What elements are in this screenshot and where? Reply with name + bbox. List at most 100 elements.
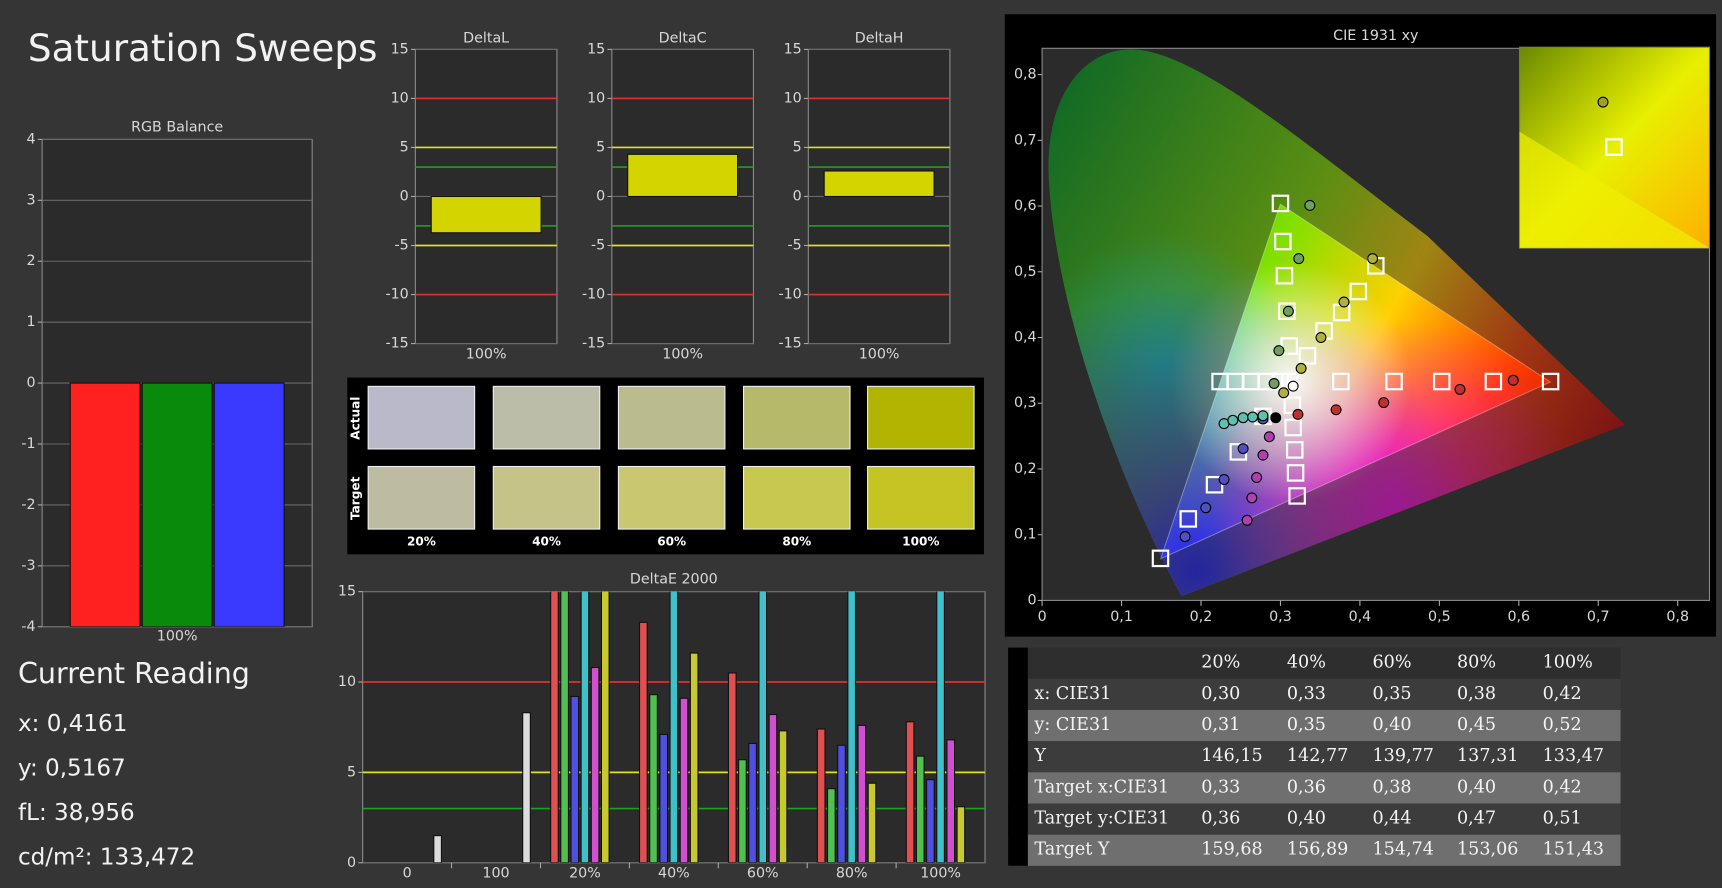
bar [768,713,778,863]
bar [857,724,867,863]
y-tick-label: 15 [587,41,605,57]
measured-marker [1315,332,1327,343]
measured-marker [1237,412,1249,424]
bar [816,728,826,863]
x-tick-label: 100% [662,347,703,363]
chart-title: CIE 1931 xy [1333,28,1419,44]
over-layer: x: 0,4161 y: 0,5167 fL: 38,956 cd/m²: 133,4… [18,28,1689,882]
x-tick-label: 20% [569,866,601,882]
y-tick-label: 4 [26,131,35,147]
swatch-row-label: Target [349,476,363,520]
measured-marker [1257,410,1269,422]
x-tick-label: 100 [482,866,509,882]
bar [570,695,580,863]
y-tick-label: 0,5 [1014,264,1037,280]
bar [659,733,669,863]
y-tick-label: 10 [587,90,605,106]
table-cell: 156,89 [1287,840,1348,860]
measured-marker [1292,408,1304,420]
x-tick-label: 60% [747,866,779,882]
table-row-label: y: CIE31 [1033,715,1111,735]
swatch-row-label: Actual [349,397,363,440]
bar [748,742,757,863]
y-tick-label: -15 [778,336,801,352]
y-tick-label: 10 [391,90,409,106]
table-cell: 151,43 [1543,840,1604,860]
table-cell: 146,15 [1201,746,1262,766]
bar [778,730,788,863]
x-tick-label: 0,4 [1349,609,1372,625]
target-marker [1484,372,1503,391]
bar [956,806,966,863]
y-tick-label: -5 [788,238,802,254]
table-header: 80% [1457,653,1496,673]
table-cell: 0,35 [1287,715,1326,735]
table-cell: 139,77 [1373,746,1434,766]
bar [915,755,925,863]
y-tick-label: -3 [21,558,35,574]
y-tick-label: -15 [385,336,408,352]
table-cell: 154,74 [1373,840,1434,860]
table-cell: 0,44 [1373,809,1412,829]
y-tick-label: 5 [793,139,802,155]
swatch [617,465,726,530]
y-tick-label: -1 [21,436,35,452]
bar [580,591,590,863]
y-tick-label: 5 [400,139,409,155]
table-cell: 0,30 [1201,684,1240,704]
measured-marker [1257,449,1269,461]
y-tick-label: -5 [395,238,409,254]
swatch [867,465,975,530]
table-row-bg [1008,741,1621,773]
y-tick-label: 0 [347,855,356,871]
x-tick-label: 0,5 [1428,609,1451,625]
target-marker [1288,487,1306,505]
x-tick-label: 0 [1038,609,1047,625]
chart-title: DeltaL [463,30,509,46]
target-marker [1349,282,1368,301]
table-cell: 0,51 [1543,809,1582,829]
table-row-bg [1008,678,1621,710]
target-marker [1284,418,1302,437]
target-marker [1179,510,1198,528]
bar [141,382,213,627]
swatch [867,385,975,450]
table-header: 100% [1543,653,1593,673]
swatch [492,385,601,450]
table-cell: 0,35 [1373,684,1412,704]
y-tick-label: -2 [21,497,35,513]
swatch-column-label: 80% [782,535,811,549]
measured-marker [1507,374,1519,386]
measured-marker [1218,473,1230,485]
zoom-inset [1519,46,1711,249]
bar [560,591,569,863]
target-marker [1298,347,1317,365]
reading-line: cd/m²: 133,472 [18,844,195,870]
measured-marker [1367,253,1379,265]
chart-title: DeltaH [855,30,904,46]
x-tick-label: 100% [466,347,507,363]
table-cell: 0,33 [1287,684,1326,704]
page-title: Saturation Sweeps [28,26,378,70]
measured-marker [1227,414,1239,426]
table-cell: 0,36 [1287,777,1326,797]
reading-line: fL: 38,956 [18,800,135,826]
table-row-bg [1008,834,1621,866]
target-marker [1285,441,1304,459]
x-tick-label: 0,7 [1587,609,1610,625]
target-marker [1385,372,1403,391]
measured-marker [1241,514,1253,526]
y-tick-label: 0 [793,188,802,204]
measured-marker [1338,296,1350,308]
reading-heading: Current Reading [18,657,250,690]
table-cell: 153,06 [1457,840,1518,860]
bar [738,759,747,863]
y-tick-label: -10 [582,287,605,303]
swatch-column-label: 40% [532,535,561,549]
table-header: 60% [1373,653,1412,673]
measured-marker [1247,411,1259,423]
bar [837,744,846,863]
y-tick-label: 15 [338,584,356,600]
table-row-bg [1008,772,1621,804]
y-tick-label: 0,4 [1014,330,1037,346]
